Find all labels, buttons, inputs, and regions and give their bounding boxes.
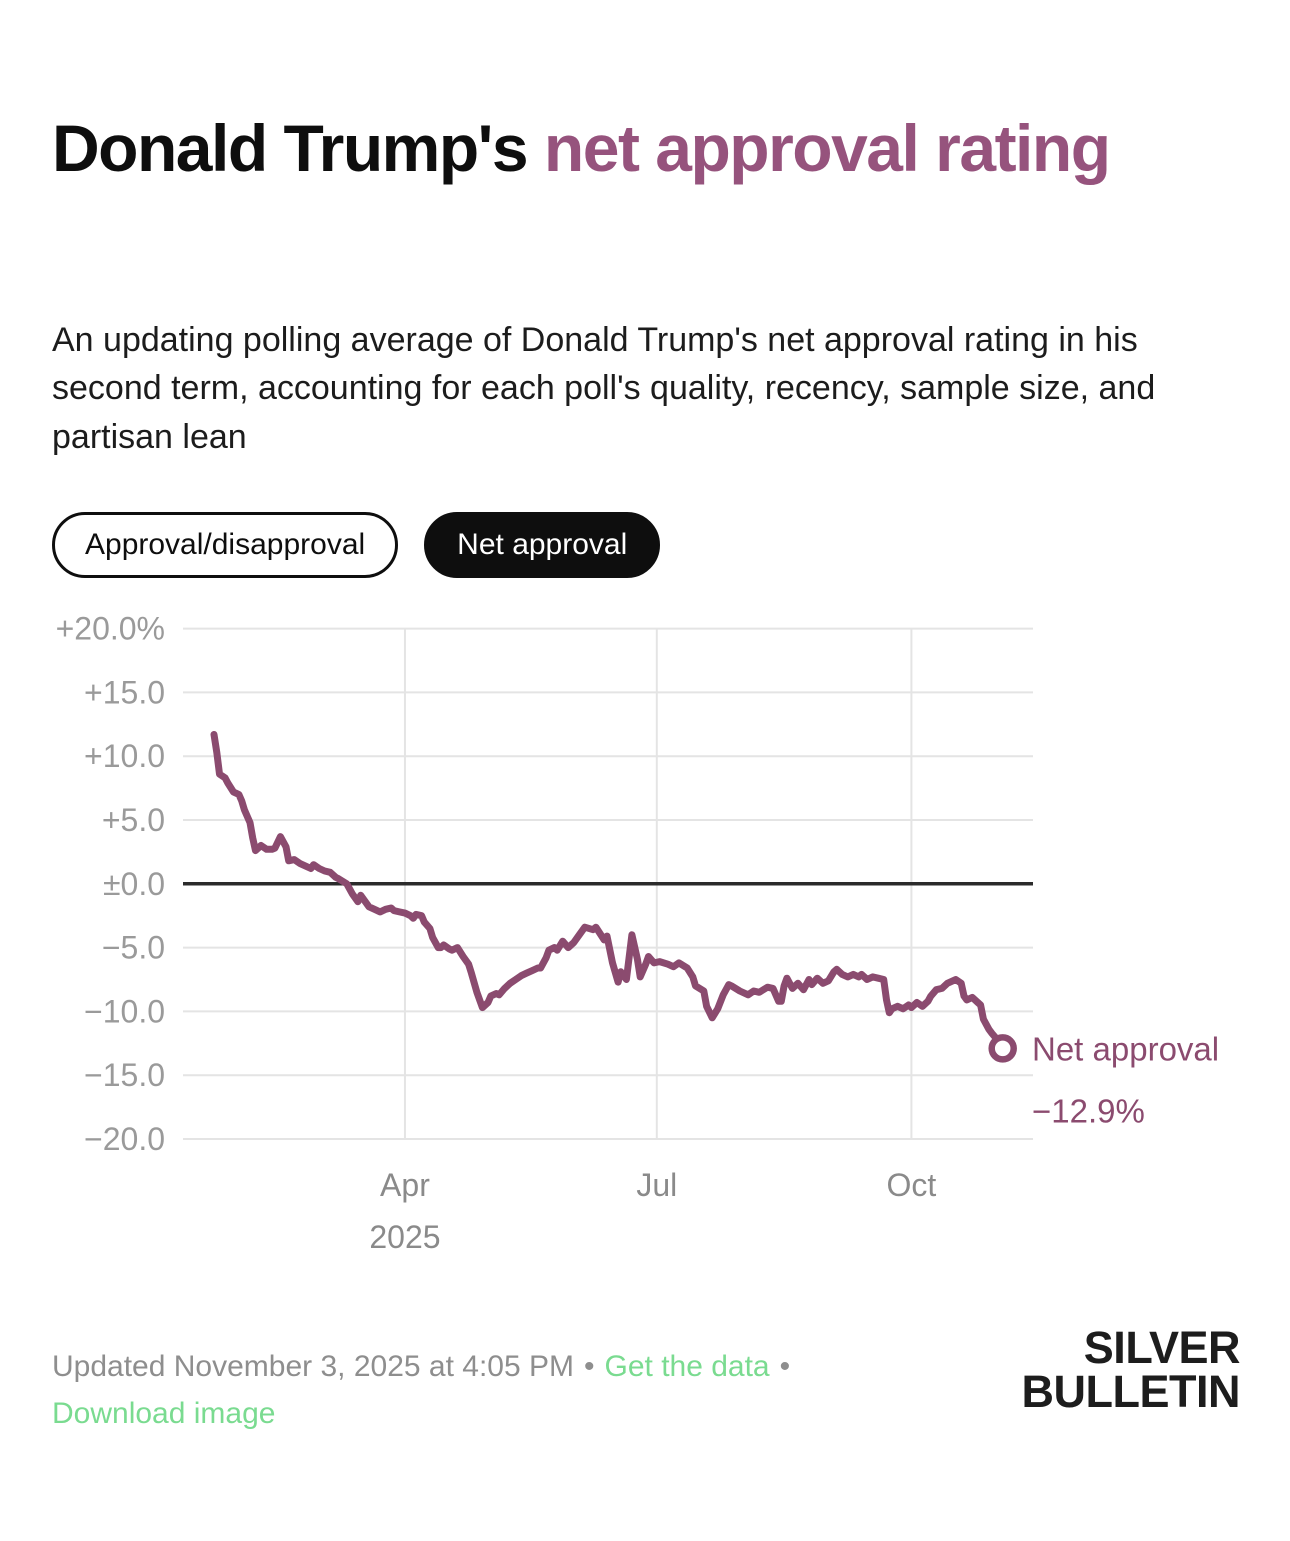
logo-line-1: SILVER xyxy=(1083,1322,1241,1373)
y-tick-label: −15.0 xyxy=(84,1057,165,1093)
y-tick-label: +5.0 xyxy=(102,802,165,838)
toggle-net-approval[interactable]: Net approval xyxy=(424,512,661,578)
separator-dot: • xyxy=(779,1350,791,1383)
title-purple-part: net approval rating xyxy=(543,111,1111,185)
net-approval-line xyxy=(210,731,1007,1052)
footer: Updated November 3, 2025 at 4:05 PM • Get … xyxy=(52,1344,832,1437)
view-toggle-group: Approval/disapproval Net approval xyxy=(52,512,661,578)
get-the-data-link[interactable]: Get the data xyxy=(604,1350,770,1383)
y-tick-label: −5.0 xyxy=(102,930,165,966)
updated-timestamp: Updated November 3, 2025 at 4:05 PM xyxy=(52,1350,574,1383)
silver-bulletin-logo: SILVER BULLETIN xyxy=(1021,1322,1241,1418)
y-tick-label: −20.0 xyxy=(84,1121,165,1157)
x-axis-year-label: 2025 xyxy=(369,1219,440,1255)
y-tick-label: +10.0 xyxy=(84,738,165,774)
download-image-link[interactable]: Download image xyxy=(52,1396,276,1430)
logo-line-2: BULLETIN xyxy=(1021,1366,1241,1418)
separator-dot: • xyxy=(583,1350,595,1383)
page-title: Donald Trump's net approval rating xyxy=(52,110,1232,187)
end-annotation-value: −12.9% xyxy=(1032,1092,1145,1129)
end-point-marker xyxy=(988,1034,1017,1063)
x-tick-label: Oct xyxy=(887,1167,937,1203)
x-tick-label: Jul xyxy=(636,1167,677,1203)
end-annotation-label: Net approval xyxy=(1032,1030,1219,1067)
y-tick-label: ±0.0 xyxy=(103,866,165,902)
y-tick-label: +15.0 xyxy=(84,674,165,710)
x-tick-label: Apr xyxy=(380,1167,430,1203)
chart-subtitle: An updating polling average of Donald Tr… xyxy=(52,321,1156,456)
y-tick-label: +20.0% xyxy=(56,611,165,647)
toggle-approval-disapproval[interactable]: Approval/disapproval xyxy=(52,512,399,578)
title-black-part: Donald Trump's xyxy=(52,111,529,185)
y-tick-label: −10.0 xyxy=(84,993,165,1029)
